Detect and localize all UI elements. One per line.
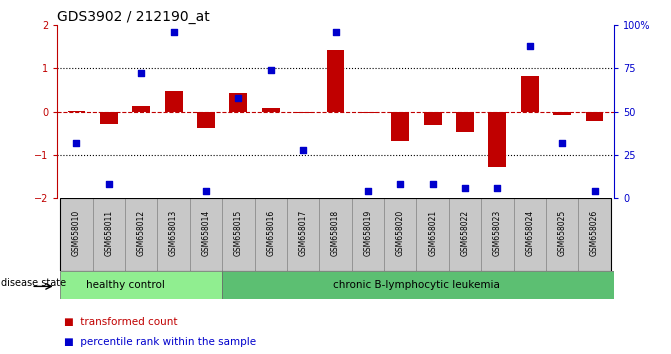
Bar <box>513 198 546 271</box>
Text: GSM658020: GSM658020 <box>396 210 405 256</box>
Text: GSM658017: GSM658017 <box>299 210 307 256</box>
Bar <box>254 198 287 271</box>
Text: GSM658024: GSM658024 <box>525 210 534 256</box>
Bar <box>93 198 125 271</box>
Point <box>233 95 244 101</box>
Text: ■  transformed count: ■ transformed count <box>64 318 177 327</box>
Text: GSM658022: GSM658022 <box>460 210 470 256</box>
Text: GSM658016: GSM658016 <box>266 210 275 256</box>
Text: GSM658019: GSM658019 <box>364 210 372 256</box>
Text: GDS3902 / 212190_at: GDS3902 / 212190_at <box>57 10 210 24</box>
Point <box>395 182 406 187</box>
Text: healthy control: healthy control <box>86 280 164 290</box>
Point <box>362 188 373 194</box>
Text: GSM658021: GSM658021 <box>428 210 437 256</box>
Bar <box>417 198 449 271</box>
Bar <box>481 198 513 271</box>
Text: GSM658018: GSM658018 <box>331 210 340 256</box>
Text: disease state: disease state <box>1 278 66 288</box>
Bar <box>521 76 539 112</box>
Bar <box>352 198 384 271</box>
Bar <box>60 272 222 298</box>
Bar <box>60 198 93 271</box>
Point <box>201 188 211 194</box>
Point <box>71 140 82 145</box>
Point <box>298 147 309 153</box>
Bar <box>327 50 344 112</box>
Bar <box>158 198 190 271</box>
Bar <box>197 112 215 128</box>
Bar <box>262 108 280 112</box>
Bar <box>68 111 85 112</box>
Bar <box>132 106 150 112</box>
Text: GSM658013: GSM658013 <box>169 210 178 256</box>
Bar <box>287 198 319 271</box>
Text: GSM658015: GSM658015 <box>234 210 243 256</box>
Bar <box>222 272 614 298</box>
Point <box>589 188 600 194</box>
Bar <box>578 198 611 271</box>
Point <box>492 185 503 191</box>
Text: GSM658023: GSM658023 <box>493 210 502 256</box>
Point <box>265 67 276 73</box>
Text: ■  percentile rank within the sample: ■ percentile rank within the sample <box>64 337 256 347</box>
Bar <box>100 112 117 124</box>
Point <box>168 29 179 35</box>
Bar <box>294 112 312 113</box>
Bar <box>359 112 377 113</box>
Text: GSM658011: GSM658011 <box>105 210 113 256</box>
Point <box>460 185 470 191</box>
Text: GSM658012: GSM658012 <box>137 210 146 256</box>
Point <box>525 43 535 48</box>
Point <box>136 70 146 76</box>
Bar <box>586 112 603 121</box>
Bar <box>546 198 578 271</box>
Bar <box>190 198 222 271</box>
Text: chronic B-lymphocytic leukemia: chronic B-lymphocytic leukemia <box>333 280 500 290</box>
Bar <box>125 198 158 271</box>
Point <box>330 29 341 35</box>
Bar <box>222 198 254 271</box>
Point <box>103 182 114 187</box>
Bar <box>449 198 481 271</box>
Text: GSM658025: GSM658025 <box>558 210 566 256</box>
Bar <box>229 93 248 112</box>
Bar <box>423 112 442 125</box>
Bar <box>384 198 417 271</box>
Bar <box>488 112 507 167</box>
Text: GSM658010: GSM658010 <box>72 210 81 256</box>
Bar <box>456 112 474 132</box>
Point <box>557 140 568 145</box>
Bar <box>164 91 183 112</box>
Bar <box>554 112 571 115</box>
Point <box>427 182 438 187</box>
Text: GSM658014: GSM658014 <box>201 210 211 256</box>
Bar <box>391 112 409 141</box>
Bar <box>319 198 352 271</box>
Text: GSM658026: GSM658026 <box>590 210 599 256</box>
